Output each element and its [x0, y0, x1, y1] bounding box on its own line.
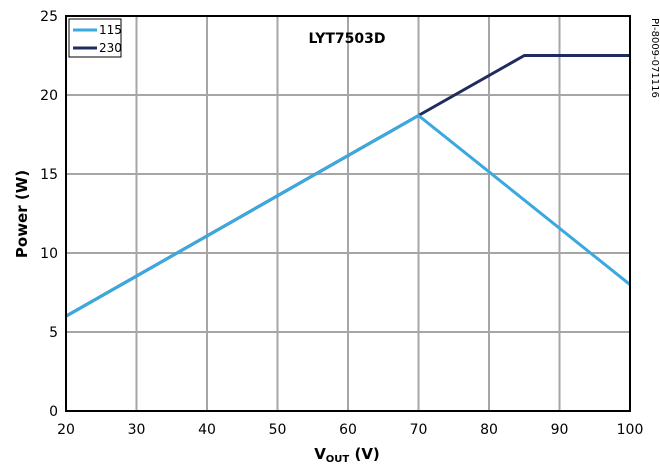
plot-frame	[65, 15, 631, 412]
series-lines	[65, 54, 631, 318]
grid-lines	[66, 16, 630, 411]
x-tick-label: 60	[339, 422, 357, 438]
x-tick-label: 70	[410, 422, 428, 438]
y-axis-title: Power (W)	[13, 170, 31, 258]
x-axis-title-unit: (V)	[349, 445, 380, 463]
y-tick-labels: 0 5 10 15 20 25	[40, 9, 58, 420]
x-tick-label: 20	[57, 422, 75, 438]
y-tick-label: 15	[40, 167, 58, 183]
legend-label-230: 230	[99, 41, 122, 55]
y-tick-label: 0	[49, 404, 58, 420]
legend-box	[68, 18, 122, 58]
x-tick-label: 90	[551, 422, 569, 438]
x-tick-label: 30	[128, 422, 146, 438]
x-tick-label: 50	[269, 422, 287, 438]
x-tick-label: 80	[480, 422, 498, 438]
chart-title: LYT7503D	[308, 31, 385, 47]
series-line-115	[65, 114, 631, 318]
legend: 115 230	[68, 18, 122, 58]
y-tick-label: 5	[49, 325, 58, 341]
x-axis-title-main: V	[314, 445, 326, 463]
figure-id-note: PI-8009-071116	[649, 18, 660, 98]
y-tick-label: 25	[40, 9, 58, 25]
y-tick-label: 20	[40, 88, 58, 104]
legend-label-115: 115	[99, 23, 122, 37]
x-axis-title: VOUT (V)	[314, 445, 380, 465]
x-tick-label: 100	[617, 422, 644, 438]
x-tick-labels: 20 30 40 50 60 70 80 90 100	[57, 422, 643, 438]
x-axis-title-subscript: OUT	[326, 454, 350, 465]
y-tick-label: 10	[40, 246, 58, 262]
x-tick-label: 40	[198, 422, 216, 438]
